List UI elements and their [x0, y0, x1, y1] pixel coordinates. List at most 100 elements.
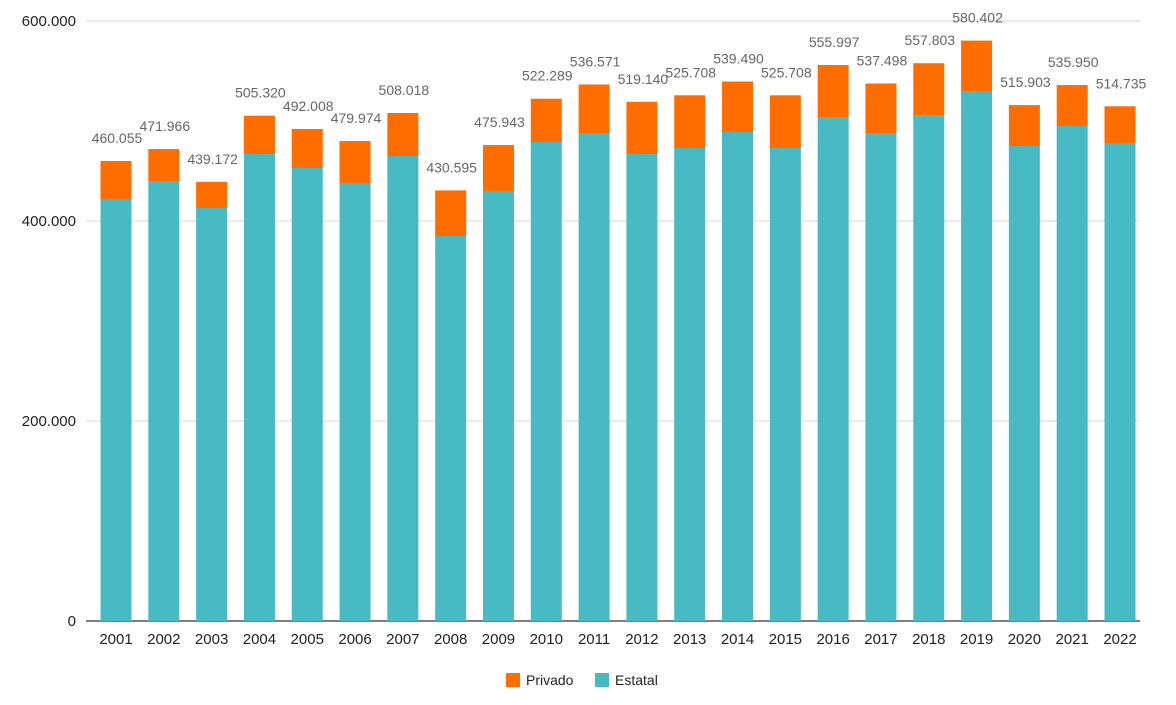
- bar-segment-estatal: [148, 181, 180, 621]
- x-tick-label: 2007: [386, 631, 419, 648]
- legend-swatch-privado: [506, 673, 520, 687]
- bar-segment-privado: [674, 95, 706, 148]
- bar-segment-privado: [148, 149, 180, 181]
- x-tick-label: 2002: [147, 631, 180, 648]
- bar-segment-estatal: [435, 236, 467, 621]
- legend-label-privado: Privado: [526, 672, 574, 688]
- bar-segment-estatal: [339, 183, 371, 621]
- total-data-label: 439.172: [187, 151, 238, 167]
- bar-segment-estatal: [817, 117, 849, 621]
- bar-segment-privado: [339, 141, 371, 183]
- bars-layer: [100, 40, 1136, 621]
- bar-segment-estatal: [865, 133, 897, 621]
- x-tick-label: 2012: [625, 631, 658, 648]
- bar-segment-estatal: [722, 132, 754, 621]
- total-data-label: 492.008: [283, 98, 334, 114]
- total-data-label: 475.943: [474, 114, 525, 130]
- total-data-label: 535.950: [1048, 54, 1099, 70]
- bar-segment-privado: [817, 65, 849, 117]
- y-tick-label: 0: [68, 613, 76, 630]
- bar-segment-privado: [722, 81, 754, 132]
- x-tick-label: 2022: [1103, 631, 1136, 648]
- bar-segment-privado: [243, 115, 275, 154]
- total-data-label: 514.735: [1096, 75, 1147, 91]
- total-data-label: 505.320: [235, 85, 286, 101]
- bar-segment-privado: [387, 112, 419, 156]
- x-tick-label: 2003: [195, 631, 228, 648]
- x-tick-label: 2008: [434, 631, 467, 648]
- bar-segment-privado: [961, 40, 993, 91]
- total-data-label: 522.289: [522, 68, 573, 84]
- x-tick-label: 2019: [960, 631, 993, 648]
- bar-segment-privado: [100, 160, 132, 199]
- total-data-label: 430.595: [426, 159, 477, 175]
- bar-segment-estatal: [578, 133, 610, 621]
- bar-segment-estatal: [769, 148, 801, 621]
- bar-segment-privado: [1008, 105, 1040, 146]
- bar-segment-privado: [196, 181, 228, 208]
- bar-segment-privado: [626, 101, 658, 154]
- bar-segment-estatal: [243, 154, 275, 621]
- bar-segment-privado: [1056, 85, 1088, 126]
- bar-segment-privado: [769, 95, 801, 148]
- x-tick-label: 2005: [291, 631, 324, 648]
- total-data-label: 525.708: [761, 64, 812, 80]
- total-data-label: 537.498: [857, 53, 908, 69]
- total-data-label: 479.974: [331, 110, 382, 126]
- x-tick-label: 2010: [530, 631, 563, 648]
- x-tick-label: 2001: [99, 631, 132, 648]
- bar-segment-estatal: [196, 208, 228, 621]
- total-data-label: 539.490: [713, 51, 764, 67]
- x-tick-label: 2018: [912, 631, 945, 648]
- bar-segment-privado: [291, 128, 323, 168]
- x-tick-label: 2006: [338, 631, 371, 648]
- bar-segment-privado: [865, 83, 897, 133]
- x-tick-label: 2015: [769, 631, 802, 648]
- bar-segment-privado: [530, 98, 562, 142]
- y-tick-label: 600.000: [22, 13, 76, 30]
- bar-segment-privado: [435, 190, 467, 236]
- total-data-label: 460.055: [92, 130, 143, 146]
- bar-segment-privado: [1104, 106, 1136, 143]
- bar-segment-estatal: [291, 168, 323, 621]
- bar-segment-estatal: [530, 142, 562, 621]
- total-data-label: 519.140: [618, 71, 669, 87]
- y-tick-label: 200.000: [22, 413, 76, 430]
- x-tick-label: 2017: [864, 631, 897, 648]
- bar-segment-estatal: [387, 156, 419, 621]
- total-data-label: 536.571: [570, 53, 621, 69]
- x-tick-label: 2021: [1056, 631, 1089, 648]
- bar-segment-estatal: [913, 115, 945, 621]
- x-tick-label: 2014: [721, 631, 754, 648]
- bar-segment-estatal: [1056, 126, 1088, 621]
- legend-swatch-estatal: [595, 673, 609, 687]
- total-data-label: 557.803: [904, 32, 955, 48]
- bar-segment-estatal: [1104, 143, 1136, 621]
- x-tick-label: 2011: [578, 631, 610, 648]
- x-tick-label: 2020: [1008, 631, 1041, 648]
- bar-segment-privado: [482, 145, 514, 191]
- y-tick-label: 400.000: [22, 213, 76, 230]
- bar-segment-estatal: [1008, 146, 1040, 621]
- total-data-label: 508.018: [379, 82, 430, 98]
- bar-segment-estatal: [626, 154, 658, 621]
- total-data-label: 515.903: [1000, 74, 1051, 90]
- legend: Privado Estatal: [506, 672, 658, 688]
- x-tick-label: 2004: [243, 631, 276, 648]
- bar-segment-privado: [913, 63, 945, 115]
- total-data-label: 555.997: [809, 34, 860, 50]
- x-tick-label: 2013: [673, 631, 706, 648]
- total-data-label: 525.708: [665, 64, 716, 80]
- legend-label-estatal: Estatal: [615, 672, 658, 688]
- bar-segment-estatal: [961, 91, 993, 621]
- total-data-label: 471.966: [140, 118, 191, 134]
- bar-segment-estatal: [674, 148, 706, 621]
- x-tick-label: 2016: [816, 631, 849, 648]
- total-data-label: 580.402: [952, 10, 1003, 26]
- bar-segment-privado: [578, 84, 610, 133]
- x-tick-label: 2009: [482, 631, 515, 648]
- bar-segment-estatal: [482, 191, 514, 621]
